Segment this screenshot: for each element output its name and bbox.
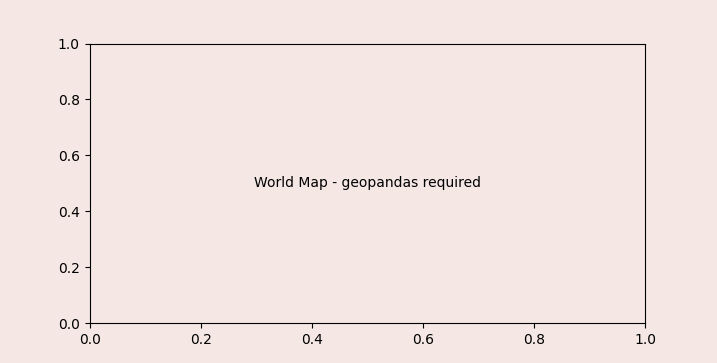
Text: World Map - geopandas required: World Map - geopandas required xyxy=(254,176,481,190)
